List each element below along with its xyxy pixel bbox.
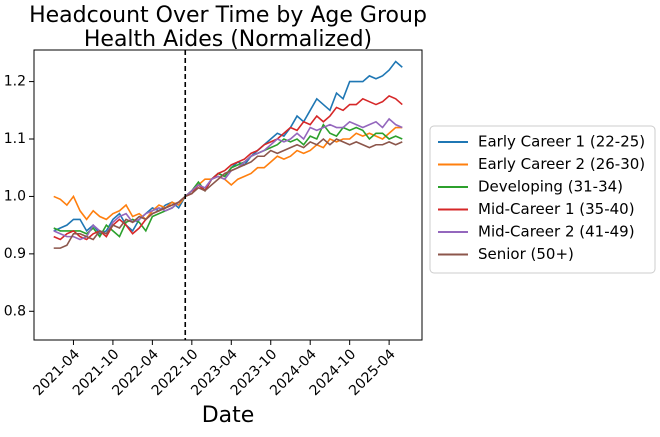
y-tick-label: 0.8 <box>4 303 26 319</box>
series-line <box>53 117 403 241</box>
y-tick-label: 1.1 <box>4 131 26 147</box>
legend-box <box>429 125 656 274</box>
x-axis-label: Date <box>202 403 255 428</box>
legend-label: Early Career 2 (26-30) <box>478 155 645 173</box>
legend-label: Mid-Career 2 (41-49) <box>478 223 635 241</box>
y-tick-label: 1.0 <box>4 188 26 204</box>
y-tick-label: 0.9 <box>4 246 26 262</box>
legend-label: Mid-Career 1 (35-40) <box>478 200 635 218</box>
series-line <box>53 137 403 249</box>
series-line <box>53 95 403 241</box>
series-line <box>53 60 403 235</box>
series-line <box>53 126 403 221</box>
chart-subtitle: Health Aides (Normalized) <box>84 27 372 52</box>
legend-label: Developing (31-34) <box>478 178 623 196</box>
y-tick-label: 1.2 <box>4 74 26 90</box>
plot-frame <box>33 49 423 341</box>
legend-label: Early Career 1 (22-25) <box>478 133 645 151</box>
chart-title: Headcount Over Time by Age Group <box>29 3 427 28</box>
legend-label: Senior (50+) <box>478 245 574 263</box>
